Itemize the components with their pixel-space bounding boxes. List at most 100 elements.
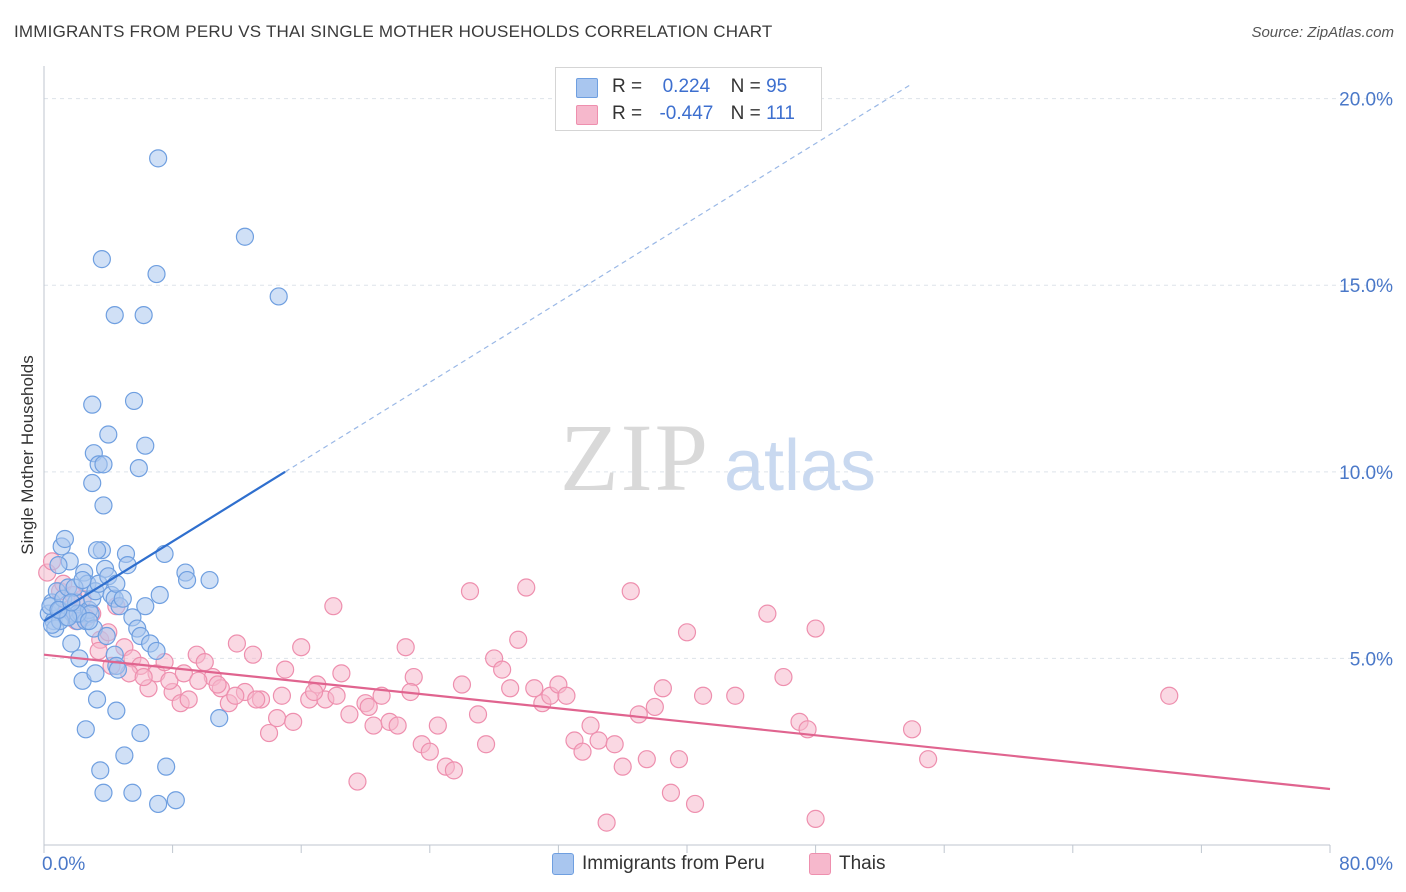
peru-point <box>115 746 134 765</box>
thais-point <box>327 686 346 705</box>
thais-point <box>557 686 576 705</box>
thais-point <box>517 578 536 597</box>
peru-point <box>94 455 113 474</box>
thais-point <box>637 750 656 769</box>
peru-point <box>92 250 111 269</box>
peru-point <box>91 761 110 780</box>
thais-point <box>493 660 512 679</box>
peru-point <box>87 690 107 709</box>
peru-point <box>105 305 124 325</box>
thais-point <box>359 697 378 717</box>
thais-point <box>428 716 447 735</box>
thais-point <box>324 597 343 616</box>
peru-point <box>76 720 95 739</box>
peru-point <box>97 626 116 646</box>
peru-point <box>94 783 113 802</box>
thais-point <box>629 705 648 724</box>
thais-point <box>509 630 528 649</box>
thais-point <box>267 709 287 728</box>
peru-point <box>131 723 150 743</box>
n-value: 95 <box>766 76 788 97</box>
peru-point <box>136 597 155 616</box>
x-tick-label: 0.0% <box>42 854 85 875</box>
thais-point <box>276 660 295 679</box>
thais-trend-line <box>43 653 1331 791</box>
thais-point <box>420 742 439 761</box>
thais-point <box>364 716 383 735</box>
peru-point <box>94 496 113 515</box>
peru-point <box>150 585 169 605</box>
peru-point <box>129 458 148 478</box>
thais-point <box>259 723 279 743</box>
peru-point <box>136 436 155 455</box>
peru-point <box>149 149 168 168</box>
peru-point <box>134 305 153 325</box>
source-label: Source: ZipAtlas.com <box>1251 24 1394 41</box>
thais-point <box>396 638 415 657</box>
peru-point <box>235 227 255 246</box>
thais-point <box>476 735 496 754</box>
thais-point <box>581 716 600 735</box>
peru-point <box>87 541 107 560</box>
thais-point <box>292 638 311 657</box>
thais-point <box>284 712 303 731</box>
thais-point <box>758 604 777 623</box>
peru-point <box>123 783 142 802</box>
peru-point <box>149 794 168 814</box>
r-value: -0.447 <box>659 103 714 124</box>
thais-point <box>806 809 825 828</box>
thais-point <box>189 671 208 690</box>
peru-trend-extension <box>284 83 913 473</box>
thais-point <box>332 664 351 683</box>
peru-point <box>79 611 99 631</box>
thais-point <box>404 667 423 687</box>
thais-point <box>645 697 664 717</box>
stats-legend: R = 0.224 N = 95 R = -0.447 N = 111 <box>555 67 822 131</box>
thais-point <box>589 731 608 750</box>
r-label: R = <box>612 103 643 124</box>
thais-point <box>227 634 246 653</box>
thais-point <box>605 735 624 754</box>
thais-point <box>452 675 472 694</box>
thais-point <box>208 675 227 694</box>
r-label: R = <box>612 76 643 97</box>
thais-point <box>89 641 108 661</box>
thais-point <box>460 582 480 601</box>
n-value: 111 <box>766 103 795 124</box>
peru-point <box>83 395 102 414</box>
thais-point <box>134 667 153 687</box>
y-tick-label: 5.0% <box>1350 649 1393 670</box>
x-tick-label: 80.0% <box>1339 854 1393 875</box>
y-tick-label: 20.0% <box>1339 90 1393 111</box>
thais-point <box>661 783 681 802</box>
thais-point <box>597 813 616 832</box>
thais-point <box>621 582 640 601</box>
peru-point <box>124 391 144 411</box>
thais-point <box>919 750 938 769</box>
peru-point <box>73 570 92 590</box>
thais-point <box>501 679 520 698</box>
peru-point <box>157 757 176 776</box>
peru-swatch <box>552 853 574 875</box>
thais-point <box>243 645 263 664</box>
pink-swatch <box>576 105 598 125</box>
peru-point <box>155 544 174 564</box>
peru-point <box>269 287 288 306</box>
peru-point <box>62 634 81 653</box>
peru-point <box>166 791 185 810</box>
r-value: 0.224 <box>662 76 711 97</box>
peru-point <box>49 556 68 575</box>
thais-point <box>806 619 825 638</box>
thais-point <box>388 716 407 735</box>
thais-point <box>179 690 198 709</box>
thais-point <box>160 671 179 690</box>
peru-point <box>147 641 166 661</box>
watermark-atlas: atlas <box>724 426 876 506</box>
thais-point <box>774 667 793 687</box>
thais-point <box>726 686 745 705</box>
peru-point <box>210 709 229 728</box>
n-label: N = <box>730 76 761 97</box>
y-tick-label: 15.0% <box>1339 276 1393 297</box>
thais-point <box>693 686 713 705</box>
